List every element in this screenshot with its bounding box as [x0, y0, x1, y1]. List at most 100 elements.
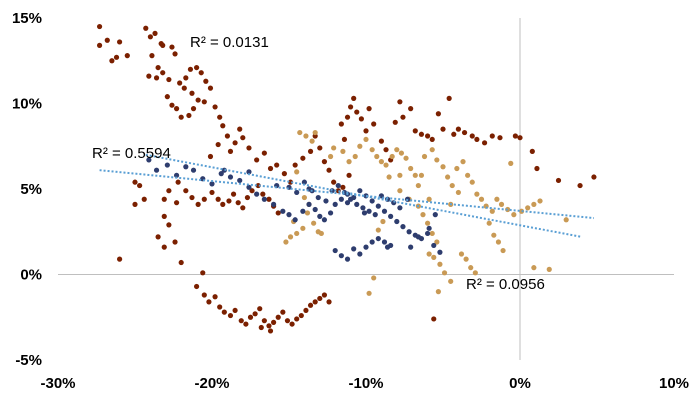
data-point [351, 95, 357, 101]
data-point [257, 306, 263, 312]
data-point [489, 208, 495, 214]
data-point [220, 201, 226, 207]
data-point [300, 225, 306, 231]
data-point [153, 75, 160, 81]
data-point [400, 224, 406, 230]
data-point [294, 189, 300, 196]
data-point [301, 179, 307, 185]
data-point [591, 174, 597, 180]
data-point [312, 299, 318, 305]
data-point [187, 66, 194, 72]
data-point [361, 210, 368, 216]
data-point [331, 179, 337, 185]
data-point [357, 251, 363, 257]
data-point [96, 42, 103, 48]
data-point [292, 162, 298, 168]
data-point [435, 111, 441, 117]
data-point [289, 321, 295, 327]
data-point [340, 184, 346, 190]
data-point [344, 200, 351, 206]
trendline-layer [99, 153, 595, 238]
data-point [469, 133, 475, 139]
data-point [463, 256, 469, 262]
data-point [454, 165, 460, 172]
data-point [563, 217, 569, 223]
series-1 [283, 129, 569, 296]
data-point [388, 213, 394, 219]
data-point [155, 234, 161, 240]
data-point [275, 314, 281, 320]
series-layer [96, 23, 597, 334]
data-point [315, 194, 321, 201]
data-point [431, 242, 437, 249]
data-point [280, 208, 286, 214]
data-point [164, 162, 170, 168]
data-point [294, 316, 300, 322]
data-point [201, 99, 207, 105]
data-point [392, 119, 398, 125]
data-point [412, 172, 418, 178]
data-point [166, 188, 172, 194]
data-point [307, 302, 314, 308]
data-point [426, 251, 432, 257]
data-point [153, 167, 160, 173]
y-tick-label: -5% [15, 352, 42, 369]
data-point [246, 184, 252, 190]
x-tick-label: 10% [659, 375, 689, 392]
data-point [531, 265, 537, 271]
trendline-1 [145, 153, 582, 238]
data-point [201, 196, 207, 202]
data-point [298, 312, 304, 319]
data-point [434, 239, 440, 245]
r2-label-left: R² = 0.5594 [92, 145, 171, 162]
data-point [226, 198, 232, 204]
data-point [481, 140, 488, 146]
data-point [294, 230, 300, 237]
y-tick-labels: 15% 10% 5% 0% -5% [12, 10, 42, 369]
data-point [375, 235, 381, 242]
data-point [435, 289, 441, 295]
data-point [169, 102, 175, 108]
data-point [304, 210, 311, 216]
data-point [363, 136, 369, 143]
data-point [132, 179, 138, 185]
data-point [160, 42, 166, 48]
data-point [283, 239, 289, 245]
data-point [449, 182, 455, 189]
data-point [469, 179, 475, 185]
data-point [512, 133, 518, 139]
data-point [255, 182, 261, 189]
data-point [227, 174, 234, 180]
data-point [172, 239, 178, 245]
data-point [209, 189, 215, 196]
data-point [137, 182, 143, 189]
annotation-layer: R² = 0.0131 R² = 0.5594 R² = 0.0956 [92, 34, 545, 293]
data-point [124, 53, 130, 59]
data-point [341, 136, 348, 143]
data-point [358, 116, 364, 122]
data-point [312, 129, 318, 136]
data-point [271, 319, 277, 325]
data-point [146, 73, 152, 79]
data-point [200, 270, 206, 276]
data-point [173, 200, 180, 206]
data-point [215, 196, 221, 202]
data-point [183, 164, 189, 170]
data-point [178, 114, 184, 120]
data-point [297, 129, 303, 136]
data-point [178, 259, 184, 266]
data-point [394, 218, 400, 225]
data-point [303, 133, 309, 139]
data-point [491, 232, 497, 238]
data-point [206, 299, 212, 305]
data-point [240, 135, 246, 141]
data-point [383, 162, 389, 168]
data-point [386, 174, 392, 180]
data-point [546, 266, 552, 272]
data-point [209, 181, 215, 187]
data-point [421, 153, 428, 160]
series-0 [96, 23, 597, 334]
data-point [109, 58, 115, 64]
data-point [461, 129, 468, 136]
data-point [260, 191, 266, 197]
